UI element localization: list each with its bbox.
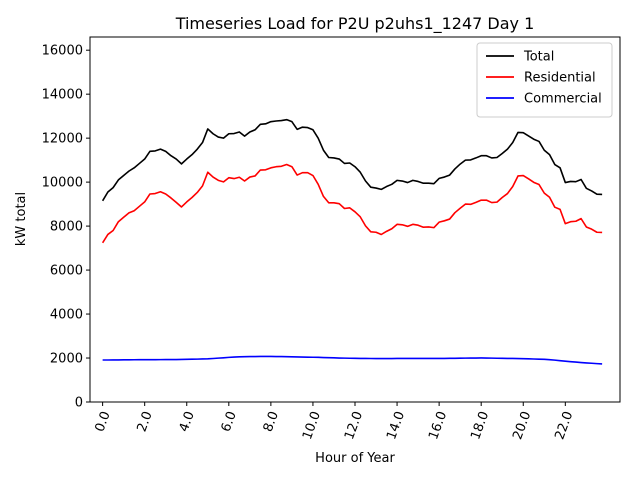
y-tick-label: 6000	[50, 264, 83, 279]
y-tick-label: 10000	[42, 176, 83, 191]
y-axis-label: kW total	[14, 192, 29, 246]
x-tick-label: 18.0	[468, 409, 492, 441]
x-tick-label: 14.0	[384, 409, 408, 441]
legend-label-commercial: Commercial	[524, 92, 602, 107]
y-tick-label: 4000	[50, 308, 83, 323]
x-tick-label: 6.0	[219, 409, 240, 434]
y-tick-label: 8000	[50, 220, 83, 235]
y-tick-label: 2000	[50, 352, 83, 367]
x-tick-label: 2.0	[135, 409, 156, 434]
x-tick-label: 16.0	[426, 409, 450, 441]
y-axis: 0 2000 4000 6000 8000 10000 12000 14000 16000	[42, 44, 90, 411]
x-axis-label: Hour of Year	[315, 451, 395, 466]
y-tick-label: 0	[75, 396, 83, 411]
line-chart: Timeseries Load for P2U p2uhs1_1247 Day …	[0, 0, 640, 480]
x-tick-label: 22.0	[552, 409, 576, 441]
chart-title: Timeseries Load for P2U p2uhs1_1247 Day …	[175, 14, 535, 34]
x-tick-label: 20.0	[510, 409, 534, 441]
x-tick-label: 12.0	[342, 409, 366, 441]
y-tick-label: 16000	[42, 44, 83, 59]
x-tick-label: 0.0	[92, 409, 113, 434]
y-tick-label: 14000	[42, 88, 83, 103]
x-tick-label: 10.0	[300, 409, 324, 441]
x-tick-label: 4.0	[177, 409, 198, 434]
legend: Total Residential Commercial	[477, 43, 612, 117]
y-tick-label: 12000	[42, 132, 83, 147]
x-tick-label: 8.0	[261, 409, 282, 434]
legend-label-total: Total	[523, 50, 554, 65]
x-axis: 0.0 2.0 4.0 6.0 8.0 10.0 12.0 14.0 16.0 18.0 20.0 2…	[92, 402, 576, 442]
legend-label-residential: Residential	[524, 71, 596, 86]
